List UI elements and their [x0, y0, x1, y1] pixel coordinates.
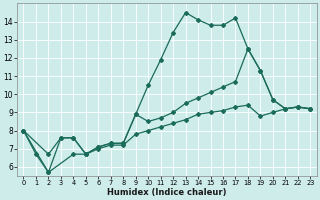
- X-axis label: Humidex (Indice chaleur): Humidex (Indice chaleur): [107, 188, 227, 197]
